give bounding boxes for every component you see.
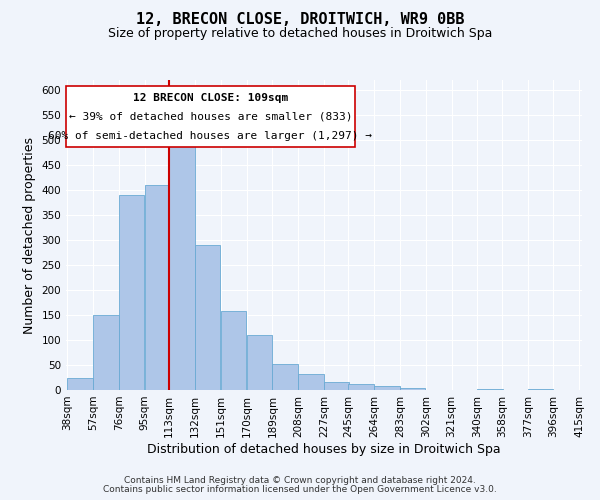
Y-axis label: Number of detached properties: Number of detached properties: [23, 136, 36, 334]
Text: 12, BRECON CLOSE, DROITWICH, WR9 0BB: 12, BRECON CLOSE, DROITWICH, WR9 0BB: [136, 12, 464, 28]
Text: Contains public sector information licensed under the Open Government Licence v3: Contains public sector information licen…: [103, 485, 497, 494]
Bar: [119, 195, 145, 390]
Bar: [195, 245, 220, 390]
Bar: [478, 388, 503, 390]
Bar: [374, 386, 400, 390]
Bar: [247, 335, 272, 390]
Bar: [527, 389, 553, 390]
Bar: [298, 374, 323, 390]
X-axis label: Distribution of detached houses by size in Droitwich Spa: Distribution of detached houses by size …: [147, 442, 501, 456]
Bar: [349, 384, 374, 390]
Bar: [400, 388, 425, 390]
Bar: [93, 315, 119, 390]
Text: 60% of semi-detached houses are larger (1,297) →: 60% of semi-detached houses are larger (…: [49, 131, 373, 141]
Text: ← 39% of detached houses are smaller (833): ← 39% of detached houses are smaller (83…: [69, 112, 352, 122]
FancyBboxPatch shape: [66, 86, 355, 146]
Bar: [67, 378, 93, 390]
Bar: [145, 185, 170, 390]
Text: 12 BRECON CLOSE: 109sqm: 12 BRECON CLOSE: 109sqm: [133, 94, 288, 104]
Bar: [221, 311, 246, 390]
Text: Contains HM Land Registry data © Crown copyright and database right 2024.: Contains HM Land Registry data © Crown c…: [124, 476, 476, 485]
Bar: [324, 382, 349, 390]
Bar: [169, 140, 194, 390]
Bar: [272, 364, 298, 390]
Text: Size of property relative to detached houses in Droitwich Spa: Size of property relative to detached ho…: [108, 28, 492, 40]
